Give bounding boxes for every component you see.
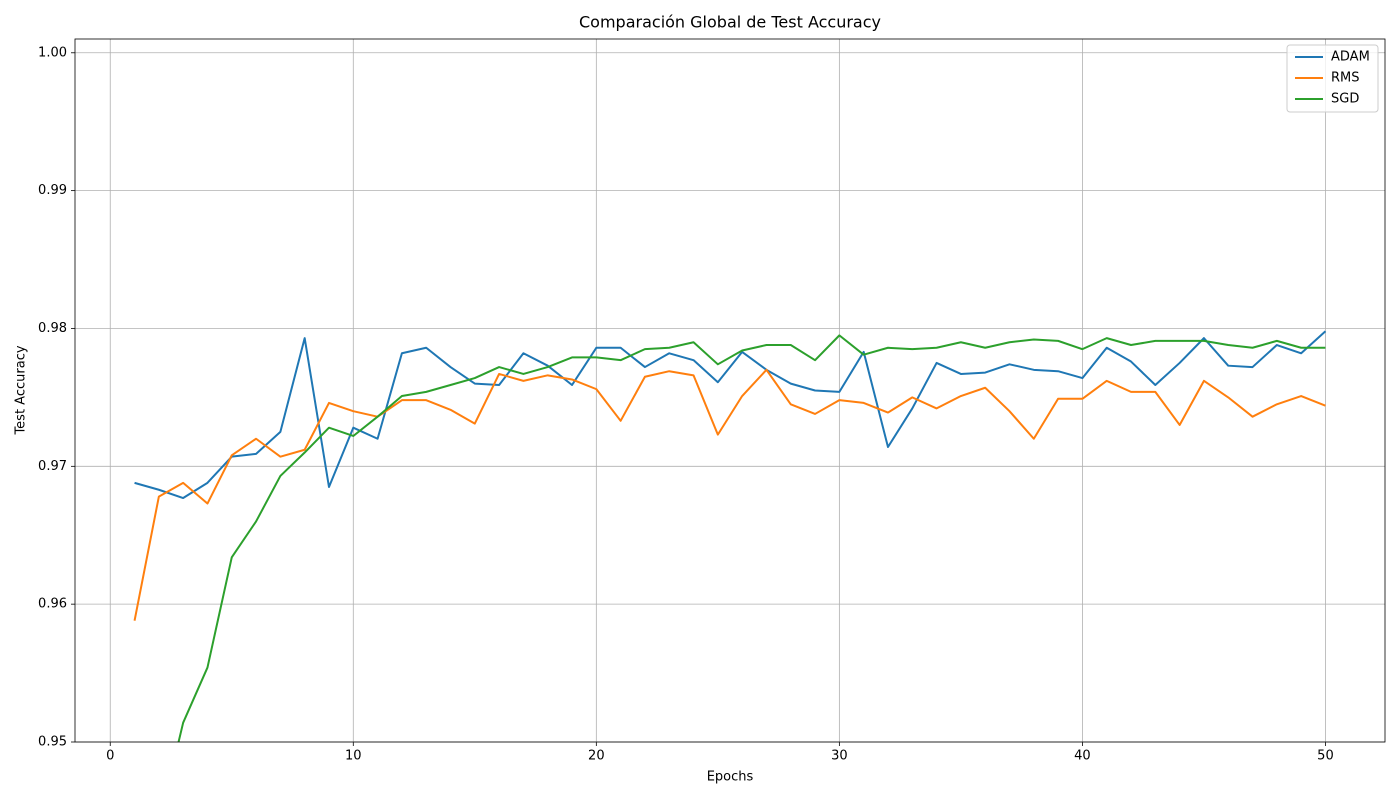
data-line xyxy=(177,334,1326,742)
y-tick-label: 0.98 xyxy=(38,321,67,336)
x-tick-label: 0 xyxy=(106,749,114,764)
chart-title: Comparación Global de Test Accuracy xyxy=(579,13,881,32)
legend-box xyxy=(1286,44,1379,113)
y-axis-label: Test Accuracy xyxy=(14,345,29,435)
y-tick-label: 0.95 xyxy=(38,735,67,750)
legend-label: RMS xyxy=(1331,71,1360,86)
x-tick-label: 40 xyxy=(1074,749,1091,764)
y-tick-label: 0.96 xyxy=(38,597,67,612)
legend-label: SGD xyxy=(1331,92,1359,107)
legend-label: ADAM xyxy=(1331,50,1370,65)
plot-frame xyxy=(74,38,1386,743)
x-tick-label: 10 xyxy=(345,749,362,764)
x-tick-label: 50 xyxy=(1317,749,1334,764)
y-tick-label: 0.99 xyxy=(38,183,67,198)
y-tick-label: 0.97 xyxy=(38,459,67,474)
x-axis-label: Epochs xyxy=(707,770,754,785)
x-tick-label: 30 xyxy=(831,749,848,764)
x-tick-label: 20 xyxy=(588,749,605,764)
y-tick-label: 1.00 xyxy=(38,45,67,60)
data-line xyxy=(133,368,1326,621)
data-line xyxy=(134,330,1327,500)
